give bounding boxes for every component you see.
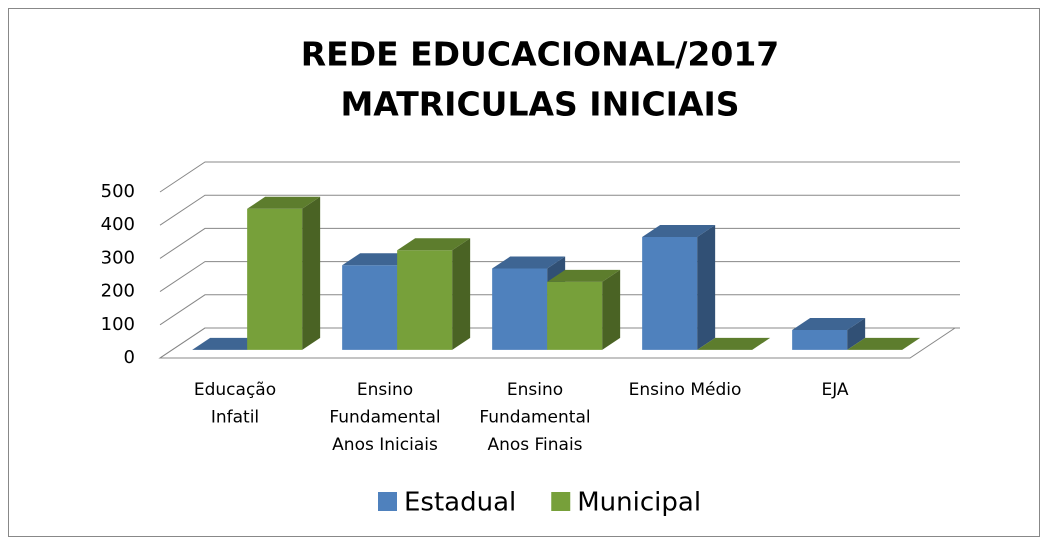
legend-swatch [551,492,571,511]
x-tick-label: Anos Finais [487,435,582,455]
bar-top [342,253,416,266]
bar-top [697,337,771,350]
bar-top [247,196,321,209]
bar-front [247,208,303,350]
bar-top [547,269,621,282]
chart-title: MATRICULAS INICIAIS [340,85,739,124]
bar [397,238,471,350]
x-tick-label: Fundamental [329,408,440,428]
bar-front [342,265,398,350]
bar-front [642,237,698,350]
legend-swatch [378,492,397,511]
x-tick-label: Ensino [507,380,563,400]
grid-line [159,161,960,193]
bar-front [492,268,548,350]
bar-side [452,238,471,350]
x-tick-label: Fundamental [479,408,590,428]
bar-side [602,269,621,350]
y-tick-label: 400 [101,214,135,235]
bar-front [547,281,603,350]
bar-side [847,317,866,350]
bar [547,269,621,350]
bar-top [492,256,566,269]
bar [792,317,866,350]
bar [642,225,716,350]
bar-top [397,238,471,251]
bar-side [302,196,321,350]
x-tick-label: Ensino [357,380,413,400]
x-tick-label: Educação [194,380,276,400]
grid-line [159,194,960,226]
y-tick-label: 200 [101,281,135,302]
bar-top [642,225,716,238]
y-tick-label: 500 [101,181,135,202]
x-tick-label: Anos Iniciais [332,435,438,455]
bar-side [697,225,716,350]
bar-top [847,337,921,350]
bar-front [397,250,453,350]
bar-front [792,329,848,350]
chart-title: REDE EDUCACIONAL/2017 [301,35,780,74]
y-tick-label: 300 [101,247,135,268]
bar-top [192,337,266,350]
bar [247,196,321,350]
y-tick-label: 0 [124,347,135,368]
y-tick-label: 100 [101,314,135,335]
bar-top [792,317,866,330]
bar [697,337,771,350]
x-tick-label: Ensino Médio [629,380,742,400]
legend-label: Municipal [577,488,701,518]
bar [192,337,266,350]
legend-label: Estadual [404,488,516,518]
x-tick-label: EJA [821,380,848,400]
x-tick-label: Infatil [211,408,259,428]
bar [847,337,921,350]
